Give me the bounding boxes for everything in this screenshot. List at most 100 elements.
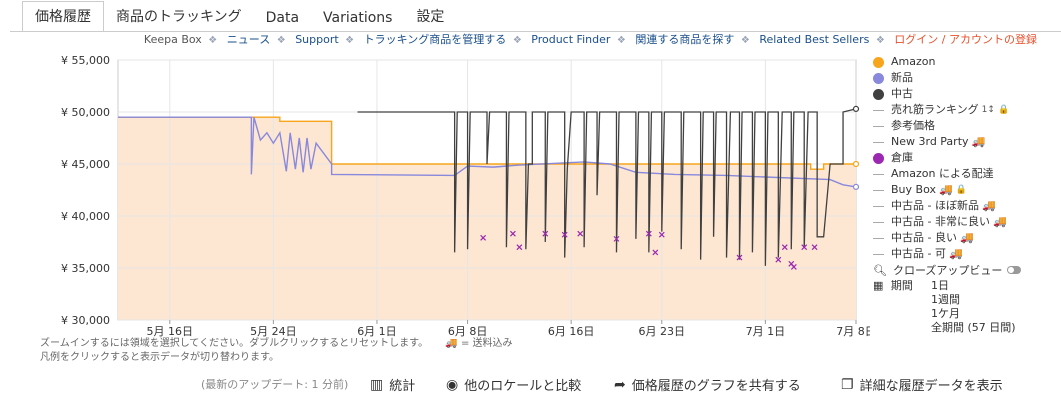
legend-item[interactable]: 倉庫 xyxy=(873,150,1009,166)
copy-icon: ❐ xyxy=(841,376,854,393)
toggle-switch[interactable] xyxy=(1007,266,1022,274)
legend-item[interactable]: 新品 xyxy=(873,70,1009,86)
legend-item[interactable]: 中古品 - ほぼ新品 🚚 xyxy=(873,198,1009,214)
y-tick-label: ¥ 30,000 xyxy=(61,314,110,327)
diamond-icon: ❖ xyxy=(616,35,626,46)
login-link[interactable]: ログイン / アカウントの登録 xyxy=(894,33,1037,46)
x-tick-label: 6月 16日 xyxy=(548,325,595,338)
legend-dash-icon xyxy=(873,189,884,191)
warehouse-point xyxy=(790,264,797,270)
legend-label: New 3rd Party xyxy=(891,135,969,148)
calendar-icon: ▦ xyxy=(873,279,884,292)
top-links: Keepa Box ❖ ニュース ❖ Support ❖ トラッキング商品を管理… xyxy=(141,31,1037,47)
warehouse-point xyxy=(480,234,487,241)
legend-dash-icon xyxy=(873,125,884,127)
price-history-chart[interactable]: ¥ 55,000 ¥ 50,000 ¥ 45,000 ¥ 40,000 ¥ 35,000… xyxy=(0,48,870,340)
tab-price-history[interactable]: 価格履歴 xyxy=(22,1,104,32)
legend-hint: 凡例をクリックすると表示データが切り替わります。 xyxy=(40,352,279,363)
compare-locale-button[interactable]: ◉ 他のロケールと比較 xyxy=(446,375,582,395)
closeup-toggle[interactable]: 🔍︎ クローズアップビュー xyxy=(873,262,1022,278)
legend-dash-icon xyxy=(873,173,884,175)
tab-variations[interactable]: Variations xyxy=(323,10,393,26)
legend-label: 新品 xyxy=(891,71,913,84)
legend-item[interactable]: 参考価格 xyxy=(873,118,1009,134)
share-chart-button[interactable]: ➦ 価格履歴のグラフを共有する xyxy=(614,375,801,395)
zoom-hint-text: ズームインするには領域を選択してください。ダブルクリックするとリセットします。 xyxy=(40,338,429,349)
support-link[interactable]: Support xyxy=(295,33,339,46)
keepa-box-link[interactable]: Keepa Box xyxy=(143,33,202,46)
truck-icon: 🚚 xyxy=(992,215,1007,228)
x-tick-label: 7月 1日 xyxy=(746,325,786,338)
legend-label: 売れ筋ランキング xyxy=(891,103,979,116)
diamond-icon: ❖ xyxy=(345,35,355,46)
diamond-icon: ❖ xyxy=(875,35,885,46)
legend-label: Buy Box xyxy=(891,183,936,196)
stats-label: 統計 xyxy=(389,379,416,394)
diamond-icon: ❖ xyxy=(740,35,750,46)
stats-button[interactable]: ▥ 統計 xyxy=(370,375,416,395)
legend-item[interactable]: 中古品 - 非常に良い 🚚 xyxy=(873,214,1009,230)
y-tick-label: ¥ 35,000 xyxy=(61,262,110,275)
share-arrow-icon: ➦ xyxy=(614,376,626,393)
legend-label: 中古品 - 可 xyxy=(891,247,946,260)
legend-item[interactable]: 中古 xyxy=(873,86,1009,102)
period-option-week[interactable]: 1週間 xyxy=(931,293,960,306)
warehouse-point xyxy=(801,244,808,251)
period-label: 期間 xyxy=(890,279,913,292)
tab-divider xyxy=(10,31,1061,32)
legend-dash-icon xyxy=(873,253,884,255)
share-label: 価格履歴のグラフを共有する xyxy=(631,379,801,394)
x-tick-label: 7月 8日 xyxy=(836,325,870,338)
legend-dot-icon xyxy=(873,72,884,84)
legend-dash-icon xyxy=(873,141,884,143)
diamond-icon: ❖ xyxy=(208,35,218,46)
legend-label: Amazon xyxy=(891,55,936,68)
warehouse-point xyxy=(561,231,568,238)
legend-item[interactable]: Amazon による配達 xyxy=(873,166,1009,182)
period-option-day[interactable]: 1日 xyxy=(931,279,949,292)
related-best-sellers-link[interactable]: Related Best Sellers xyxy=(759,33,870,46)
legend-item[interactable]: 中古品 - 可 🚚 xyxy=(873,246,1009,262)
tab-settings[interactable]: 設定 xyxy=(416,9,445,25)
truck-icon: 🚚 xyxy=(971,135,986,148)
news-link[interactable]: ニュース xyxy=(226,33,271,46)
legend-dash-icon xyxy=(873,109,884,111)
related-products-link[interactable]: 関連する商品を探す xyxy=(635,33,735,46)
period-option-all[interactable]: 全期間 (57 日間) xyxy=(931,321,1016,334)
truck-icon: 🚚 xyxy=(959,231,974,244)
warehouse-point xyxy=(781,244,788,251)
warehouse-point xyxy=(577,230,584,237)
warehouse-point xyxy=(811,244,818,251)
lock-icon: 🔒 xyxy=(997,105,1010,115)
search-icon: 🔍︎ xyxy=(873,263,887,277)
legend-dot-icon xyxy=(873,152,884,164)
series-end-marker xyxy=(852,105,860,112)
legend-label: 参考価格 xyxy=(891,119,935,132)
tab-data[interactable]: Data xyxy=(265,10,300,26)
closeup-label: クローズアップビュー xyxy=(892,264,1003,277)
legend-dash-icon xyxy=(873,205,884,207)
legend-item[interactable]: 売れ筋ランキング 1↕ 🔒 xyxy=(873,102,1009,118)
warehouse-point xyxy=(736,254,743,261)
legend-item[interactable]: Amazon xyxy=(873,54,1009,70)
tab-tracking[interactable]: 商品のトラッキング xyxy=(116,9,242,25)
last-update: (最新のアップデート: 1 分前) xyxy=(201,378,349,391)
truck-icon: 🚚 xyxy=(938,183,953,196)
legend-dot-icon xyxy=(873,56,884,68)
lock-icon: 🔒 xyxy=(955,185,967,195)
show-details-button[interactable]: ❐ 詳細な履歴データを表示 xyxy=(841,375,1003,395)
x-tick-label: 6月 23日 xyxy=(639,325,686,338)
y-tick-label: ¥ 40,000 xyxy=(61,210,110,223)
warehouse-point xyxy=(775,256,782,263)
legend-item[interactable]: Buy Box 🚚 🔒 xyxy=(873,182,1009,198)
period-option-month[interactable]: 1ケ月 xyxy=(931,307,960,320)
chart-legend: Amazon 新品 中古 売れ筋ランキング 1↕ 🔒 参考価格 New 3rd Party 🚚 倉… xyxy=(873,54,1009,262)
manage-tracking-link[interactable]: トラッキング商品を管理する xyxy=(363,33,507,46)
product-finder-link[interactable]: Product Finder xyxy=(531,33,611,46)
legend-item[interactable]: 中古品 - 良い 🚚 xyxy=(873,230,1009,246)
compare-label: 他のロケールと比較 xyxy=(464,379,582,394)
truck-icon: 🚚 xyxy=(445,338,458,349)
legend-item[interactable]: New 3rd Party 🚚 xyxy=(873,134,1009,150)
warehouse-point xyxy=(516,244,523,251)
legend-dash-icon xyxy=(873,221,884,223)
